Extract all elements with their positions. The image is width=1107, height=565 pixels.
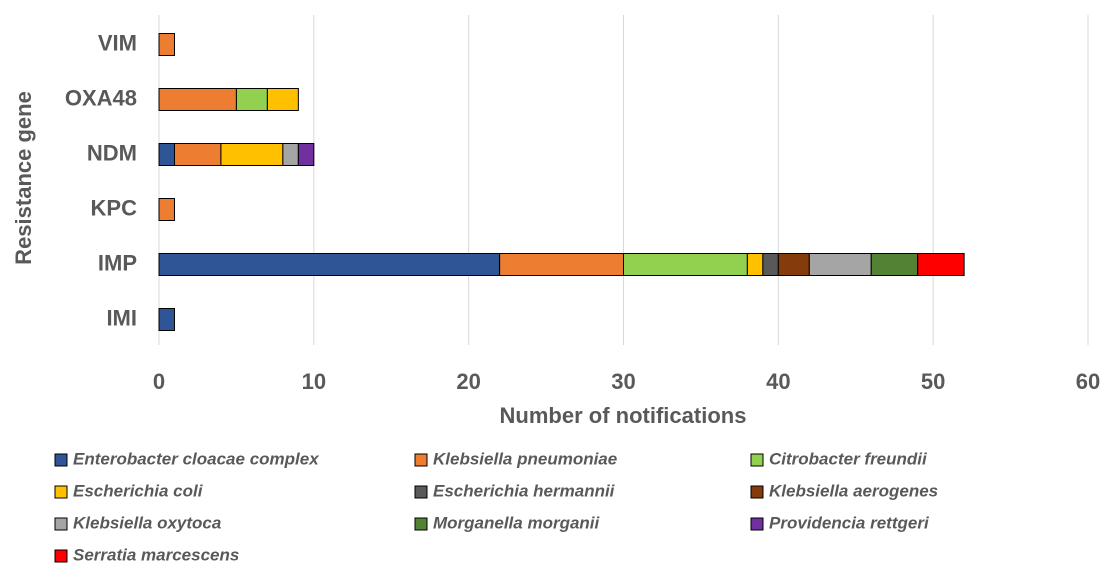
- x-tick-label: 0: [153, 369, 165, 394]
- y-tick-label: NDM: [87, 140, 137, 165]
- legend-swatch: [54, 485, 68, 499]
- y-tick-label: IMI: [106, 305, 137, 330]
- legend-label: Klebsiella pneumoniae: [433, 449, 617, 468]
- legend-label: Morganella morganii: [433, 513, 601, 532]
- bar-segment: [220, 143, 284, 166]
- bar-segment: [746, 253, 764, 276]
- bar-segment: [297, 143, 315, 166]
- bar-segment: [499, 253, 624, 276]
- legend-swatch: [414, 517, 428, 531]
- x-axis-title: Number of notifications: [500, 403, 747, 428]
- y-tick-label: IMP: [98, 250, 137, 275]
- legend-swatch: [750, 517, 764, 531]
- x-tick-label: 60: [1076, 369, 1100, 394]
- legend-label: Klebsiella aerogenes: [769, 481, 938, 500]
- legend-label: Escherichia coli: [73, 481, 204, 500]
- bar-segment: [158, 253, 501, 276]
- legend-label: Escherichia hermannii: [433, 481, 616, 500]
- bar-segment: [870, 253, 919, 276]
- legend-label: Serratia marcescens: [73, 545, 239, 564]
- y-tick-label: VIM: [98, 30, 137, 55]
- legend-swatch: [54, 517, 68, 531]
- legend-label: Klebsiella oxytoca: [73, 513, 221, 532]
- bar-segment: [266, 88, 299, 111]
- x-tick-label: 30: [611, 369, 635, 394]
- legend-swatch: [54, 453, 68, 467]
- bar-segment: [158, 88, 237, 111]
- bar-segment: [917, 253, 965, 276]
- bar-segment: [808, 253, 872, 276]
- x-tick-label: 10: [302, 369, 326, 394]
- y-axis-title: Resistance gene: [11, 91, 36, 265]
- bar-segment: [623, 253, 748, 276]
- bar-segment: [158, 143, 175, 166]
- y-tick-label: OXA48: [65, 85, 137, 110]
- x-tick-label: 20: [456, 369, 480, 394]
- bar-segment: [173, 143, 222, 166]
- y-tick-label: KPC: [91, 195, 138, 220]
- bar-segment: [158, 198, 175, 221]
- legend-swatch: [414, 485, 428, 499]
- bar-segment: [762, 253, 779, 276]
- legend-swatch: [750, 453, 764, 467]
- legend-label: Providencia rettgeri: [769, 513, 930, 532]
- legend-swatch: [414, 453, 428, 467]
- legend-label: Enterobacter cloacae complex: [73, 449, 320, 468]
- legend-swatch: [750, 485, 764, 499]
- legend-swatch: [54, 549, 68, 563]
- bar-segment: [282, 143, 299, 166]
- bar-segment: [158, 33, 175, 56]
- legend-label: Citrobacter freundii: [769, 449, 928, 468]
- x-tick-label: 40: [766, 369, 790, 394]
- bar-segment: [158, 308, 175, 331]
- bar-segment: [235, 88, 268, 111]
- x-tick-label: 50: [921, 369, 945, 394]
- bar-segment: [777, 253, 810, 276]
